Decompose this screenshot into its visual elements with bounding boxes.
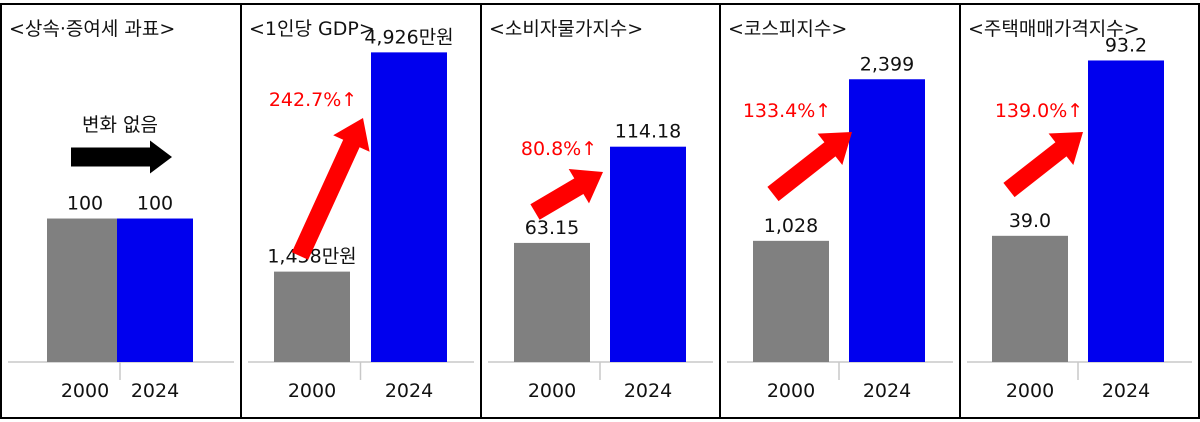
x-tick-label: 2000 [1006,380,1054,402]
bar-2000 [992,235,1068,362]
chart-title: <주택매매가격지수> [968,18,1140,40]
x-tick-label: 2024 [624,380,672,402]
x-tick-label: 2024 [131,380,179,402]
bar-2000 [753,240,829,362]
data-label: 39.0 [1009,210,1051,232]
change-annotation: 133.4%↑ [743,100,831,122]
data-label: 100 [67,193,103,215]
chart-panel: <코스피지수> 1,028 2000 2,399 2024 133.4%↑ [719,3,961,419]
data-label: 63.15 [525,217,579,239]
chart-panel: <소비자물가지수> 63.15 2000 114.18 2024 80.8%↑ [480,3,721,419]
increase-arrow [1003,132,1083,198]
chart-title: <1인당 GDP> [249,18,375,40]
x-tick-label: 2024 [385,380,433,402]
x-tick-label: 2024 [863,380,911,402]
bar-2024 [117,218,193,362]
bar-2024 [1088,60,1164,363]
x-tick-label: 2000 [528,380,576,402]
data-label: 1,438만원 [267,246,356,268]
bar-2024 [610,146,686,362]
chart-panel: <상속·증여세 과표> 100 2000 100 2024 변화 없음 [0,3,242,419]
bar-2000 [514,242,590,362]
increase-arrow [530,169,603,220]
data-label: 114.18 [615,121,681,143]
chart-title: <소비자물가지수> [489,18,643,40]
change-annotation: 242.7%↑ [269,89,357,111]
increase-arrow [291,118,370,260]
x-tick-label: 2000 [61,380,109,402]
data-label: 100 [137,193,173,215]
bar-2000 [274,271,350,362]
data-label: 2,399 [860,53,914,75]
increase-arrow [767,132,852,202]
chart-title: <상속·증여세 과표> [9,18,175,40]
data-label: 93.2 [1105,34,1147,56]
data-label: 1,028 [764,215,818,237]
x-tick-label: 2000 [288,380,336,402]
bar-2024 [371,52,447,362]
chart-panel: <주택매매가격지수> 39.0 2000 93.2 2024 139.0%↑ [959,3,1200,419]
x-tick-label: 2024 [1102,380,1150,402]
bar-2024 [849,79,925,362]
chart-title: <코스피지수> [728,18,847,40]
change-annotation: 139.0%↑ [995,100,1083,122]
bar-2000 [47,218,123,362]
data-label: 4,926만원 [364,26,453,48]
chart-panel: <1인당 GDP> 1,438만원 2000 4,926만원 2024 242.7%↑ [240,3,482,419]
panel-frame [959,3,1200,419]
change-annotation: 80.8%↑ [521,138,597,160]
x-tick-label: 2000 [767,380,815,402]
change-annotation: 변화 없음 [82,114,158,136]
neutral-arrow [71,140,172,174]
